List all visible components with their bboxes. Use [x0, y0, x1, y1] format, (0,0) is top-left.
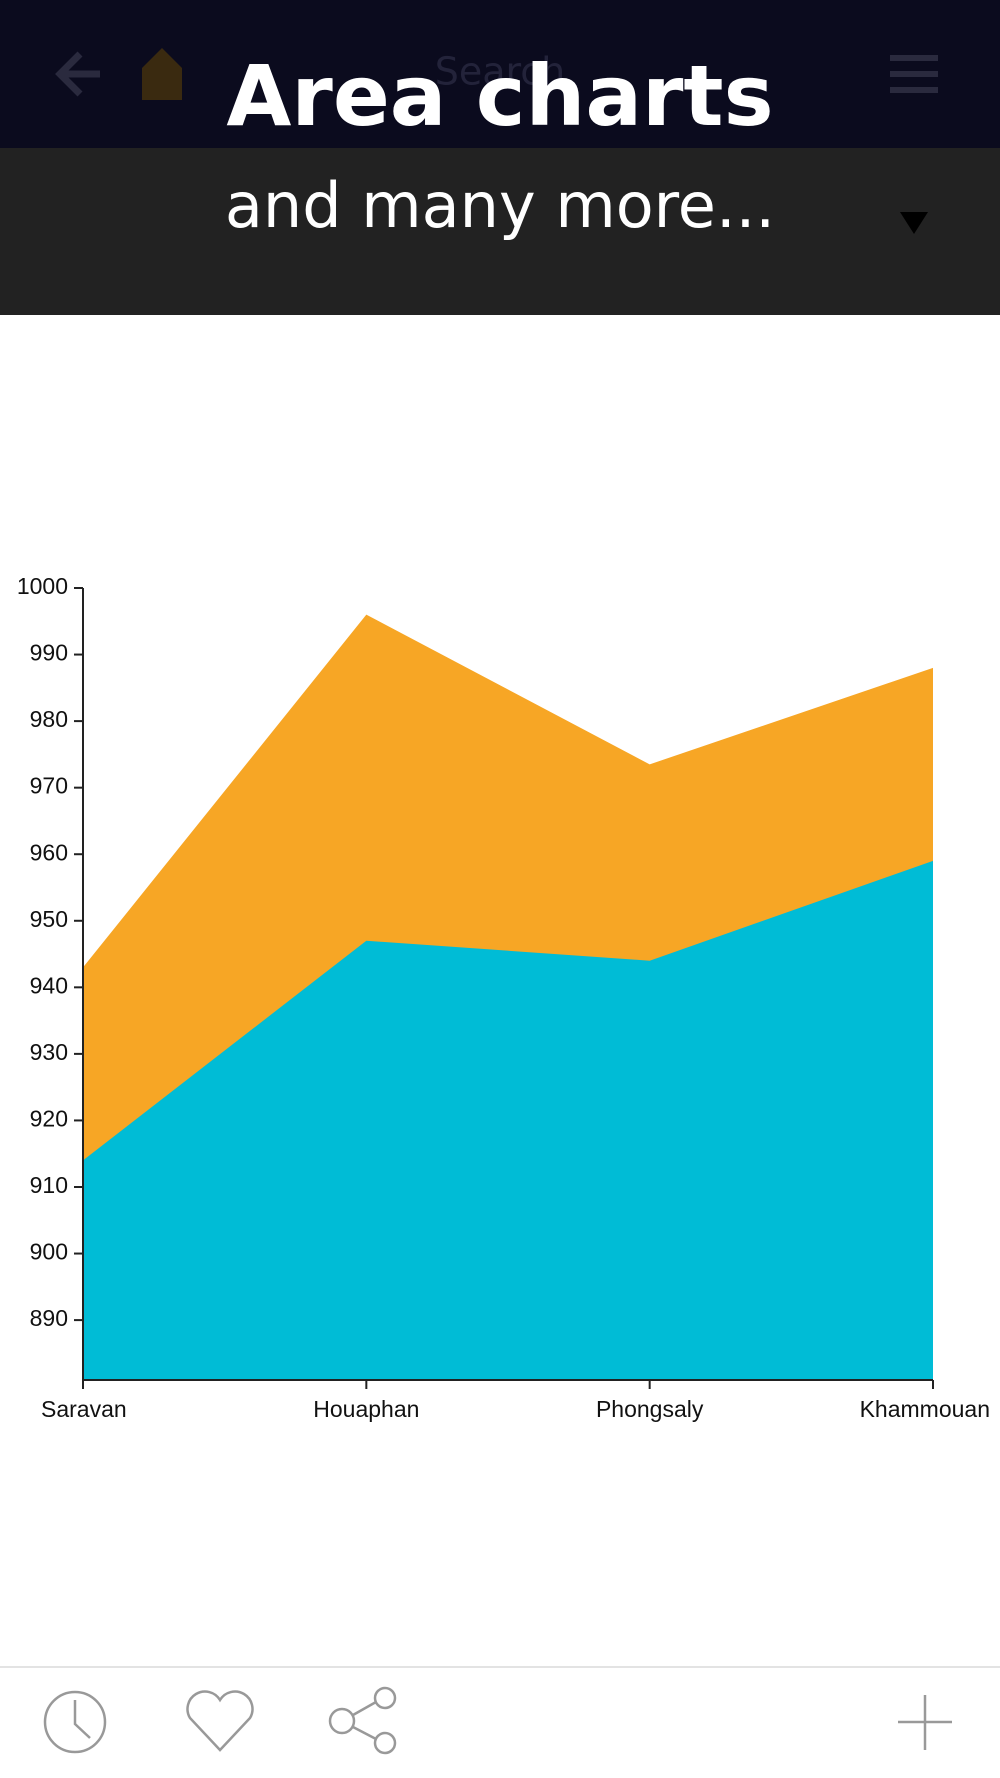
x-tick-label: Khammouan	[860, 1396, 990, 1422]
app-logo	[142, 48, 182, 100]
y-tick-label: 940	[30, 972, 68, 998]
favorite-icon[interactable]	[186, 1690, 254, 1752]
y-tick-label: 920	[30, 1106, 68, 1132]
back-icon[interactable]	[55, 51, 100, 97]
area	[83, 860, 933, 1380]
y-tick-label: 890	[30, 1305, 68, 1331]
y-tick-label: 970	[30, 773, 68, 799]
share-icon[interactable]	[328, 1686, 397, 1755]
bottom-bar	[43, 1686, 952, 1755]
y-tick-label: 960	[30, 839, 68, 865]
x-tick-label: Saravan	[41, 1396, 127, 1422]
banner	[0, 148, 1000, 315]
y-tick-label: 930	[30, 1039, 68, 1065]
y-tick-label: 900	[30, 1239, 68, 1265]
y-tick-label: 950	[30, 906, 68, 932]
y-tick-label: 1000	[17, 573, 68, 599]
history-icon[interactable]	[43, 1690, 107, 1754]
x-tick-label: Houaphan	[313, 1396, 419, 1422]
menu-icon[interactable]	[890, 55, 938, 93]
search-label[interactable]: Search	[435, 50, 566, 94]
y-tick-label: 990	[30, 640, 68, 666]
dropdown-icon[interactable]	[900, 212, 928, 234]
y-tick-label: 910	[30, 1172, 68, 1198]
y-tick-label: 980	[30, 706, 68, 732]
x-tick-label: Phongsaly	[596, 1396, 704, 1422]
headline: Area charts	[226, 47, 773, 145]
subheadline: and many more...	[225, 169, 775, 242]
add-icon[interactable]	[898, 1695, 952, 1750]
